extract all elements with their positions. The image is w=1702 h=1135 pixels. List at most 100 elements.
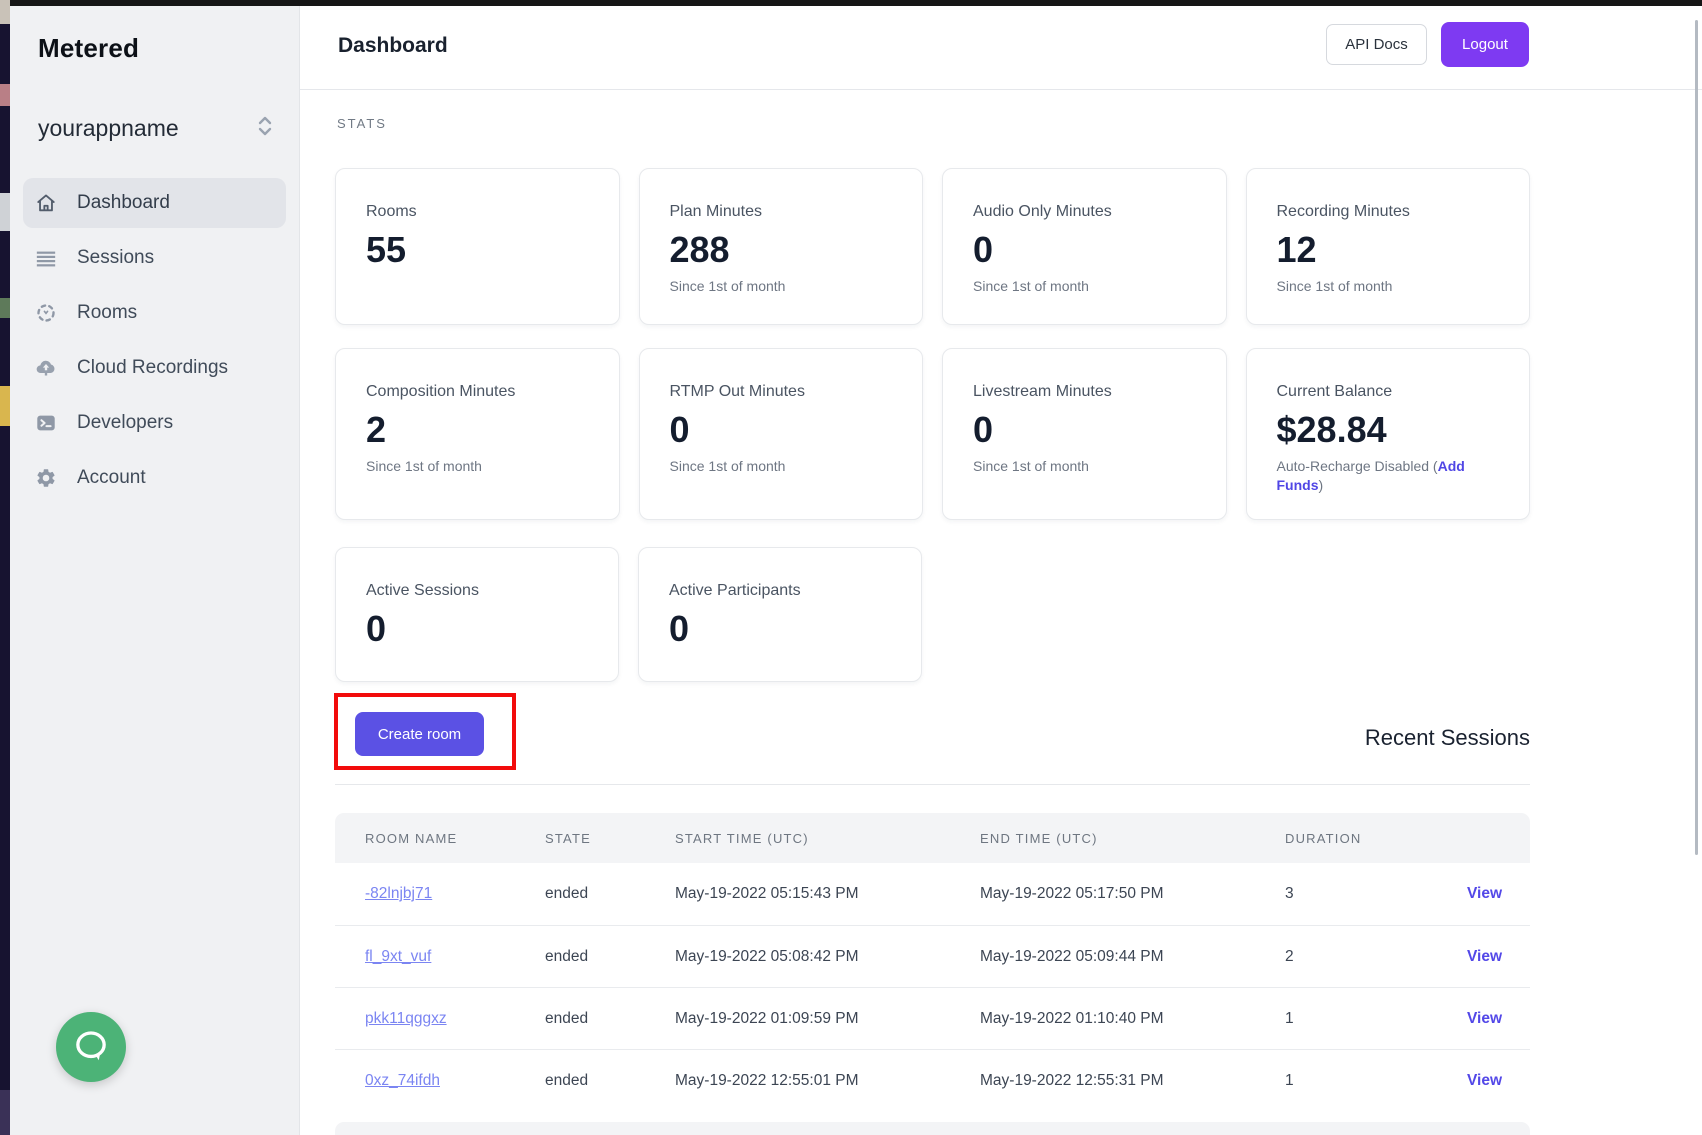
sidebar-item-label: Account bbox=[77, 467, 146, 489]
main-content: Dashboard API Docs Logout STATS Rooms 55… bbox=[300, 6, 1702, 1135]
stat-card-current-balance: Current Balance $28.84 Auto-Recharge Dis… bbox=[1246, 348, 1531, 520]
chat-bubble-icon bbox=[72, 1027, 110, 1068]
sidebar-item-developers[interactable]: Developers bbox=[23, 398, 286, 448]
create-room-button[interactable]: Create room bbox=[355, 712, 484, 756]
stat-label: Rooms bbox=[366, 203, 595, 221]
sidebar-item-label: Dashboard bbox=[77, 192, 170, 214]
session-end-time: May-19-2022 05:09:44 PM bbox=[980, 948, 1285, 966]
stat-value: 0 bbox=[973, 411, 1202, 449]
next-section-header-peek bbox=[335, 1122, 1530, 1135]
window-sliver-fragment bbox=[0, 0, 10, 24]
stat-card-active-participants: Active Participants 0 bbox=[638, 547, 922, 682]
auto-recharge-text-suffix: ) bbox=[1319, 477, 1324, 493]
session-state: ended bbox=[545, 885, 675, 903]
window-sliver-fragment bbox=[0, 84, 10, 106]
api-docs-button[interactable]: API Docs bbox=[1326, 24, 1427, 65]
stat-label: Current Balance bbox=[1277, 383, 1506, 401]
page-title: Dashboard bbox=[338, 34, 448, 58]
stat-card-composition-minutes: Composition Minutes 2 Since 1st of month bbox=[335, 348, 620, 520]
app-selector[interactable]: yourappname bbox=[38, 109, 273, 147]
session-duration: 3 bbox=[1285, 885, 1410, 903]
stat-value: $28.84 bbox=[1277, 411, 1506, 449]
stat-card-active-sessions: Active Sessions 0 bbox=[335, 547, 619, 682]
session-state: ended bbox=[545, 1072, 675, 1090]
view-session-link[interactable]: View bbox=[1467, 1010, 1502, 1027]
logout-button[interactable]: Logout bbox=[1441, 22, 1529, 67]
stats-section-label: STATS bbox=[337, 116, 387, 131]
view-session-link[interactable]: View bbox=[1467, 885, 1502, 902]
stat-subtext: Since 1st of month bbox=[973, 277, 1202, 296]
column-header-duration: DURATION bbox=[1285, 831, 1410, 846]
sidebar-item-label: Rooms bbox=[77, 302, 137, 324]
sidebar-item-label: Sessions bbox=[77, 247, 154, 269]
scrollbar-thumb[interactable] bbox=[1695, 20, 1698, 855]
view-session-link[interactable]: View bbox=[1467, 948, 1502, 965]
view-session-link[interactable]: View bbox=[1467, 1072, 1502, 1089]
session-start-time: May-19-2022 05:08:42 PM bbox=[675, 948, 980, 966]
room-name-link[interactable]: pkk11qggxz bbox=[365, 1010, 447, 1027]
sidebar-item-label: Cloud Recordings bbox=[77, 357, 228, 379]
stat-label: RTMP Out Minutes bbox=[670, 383, 899, 401]
stat-subtext: Auto-Recharge Disabled (Add Funds) bbox=[1277, 457, 1506, 495]
stat-label: Livestream Minutes bbox=[973, 383, 1202, 401]
session-duration: 1 bbox=[1285, 1072, 1410, 1090]
stat-card-livestream-minutes: Livestream Minutes 0 Since 1st of month bbox=[942, 348, 1227, 520]
session-state: ended bbox=[545, 948, 675, 966]
app-logo: Metered bbox=[38, 33, 139, 64]
auto-recharge-text: Auto-Recharge Disabled ( bbox=[1277, 458, 1438, 474]
background-window-sliver bbox=[0, 0, 10, 1135]
room-name-link[interactable]: -82lnjbj71 bbox=[365, 885, 432, 902]
column-header-room-name: ROOM NAME bbox=[335, 831, 545, 846]
stat-card-rooms: Rooms 55 bbox=[335, 168, 620, 325]
session-end-time: May-19-2022 01:10:40 PM bbox=[980, 1010, 1285, 1028]
stat-card-rtmp-out-minutes: RTMP Out Minutes 0 Since 1st of month bbox=[639, 348, 924, 520]
recent-sessions-table: ROOM NAME STATE START TIME (UTC) END TIM… bbox=[335, 813, 1530, 1111]
sidebar-item-cloud-recordings[interactable]: Cloud Recordings bbox=[23, 343, 286, 393]
stats-cards-row-2: Composition Minutes 2 Since 1st of month… bbox=[335, 348, 1530, 520]
session-end-time: May-19-2022 05:17:50 PM bbox=[980, 885, 1285, 903]
window-sliver-fragment bbox=[0, 386, 10, 426]
gear-icon bbox=[35, 467, 57, 489]
session-start-time: May-19-2022 01:09:59 PM bbox=[675, 1010, 980, 1028]
room-name-link[interactable]: 0xz_74ifdh bbox=[365, 1072, 440, 1089]
stat-subtext: Since 1st of month bbox=[366, 457, 595, 476]
chevron-up-down-icon bbox=[257, 114, 273, 143]
stat-subtext: Since 1st of month bbox=[670, 277, 899, 296]
stat-label: Active Sessions bbox=[366, 582, 594, 600]
table-row: -82lnjbj71 ended May-19-2022 05:15:43 PM… bbox=[335, 863, 1530, 925]
session-end-time: May-19-2022 12:55:31 PM bbox=[980, 1072, 1285, 1090]
session-duration: 2 bbox=[1285, 948, 1410, 966]
stat-value: 2 bbox=[366, 411, 595, 449]
stat-value: 12 bbox=[1277, 231, 1506, 269]
sidebar-item-account[interactable]: Account bbox=[23, 453, 286, 503]
room-name-link[interactable]: fl_9xt_vuf bbox=[365, 948, 431, 965]
list-icon bbox=[35, 247, 57, 269]
window-sliver-fragment bbox=[0, 193, 10, 231]
dashed-circle-icon bbox=[35, 302, 57, 324]
stats-cards-row-1: Rooms 55 Plan Minutes 288 Since 1st of m… bbox=[335, 168, 1530, 325]
home-icon bbox=[35, 192, 57, 214]
table-row: fl_9xt_vuf ended May-19-2022 05:08:42 PM… bbox=[335, 925, 1530, 987]
window-sliver-fragment bbox=[0, 298, 10, 318]
stat-value: 288 bbox=[670, 231, 899, 269]
stat-card-recording-minutes: Recording Minutes 12 Since 1st of month bbox=[1246, 168, 1531, 325]
sidebar-item-rooms[interactable]: Rooms bbox=[23, 288, 286, 338]
chat-launcher-button[interactable] bbox=[56, 1012, 126, 1082]
column-header-state: STATE bbox=[545, 831, 675, 846]
table-row: 0xz_74ifdh ended May-19-2022 12:55:01 PM… bbox=[335, 1049, 1530, 1111]
session-duration: 1 bbox=[1285, 1010, 1410, 1028]
stat-value: 55 bbox=[366, 231, 595, 269]
screen: Metered yourappname Dashboard bbox=[0, 0, 1702, 1135]
sidebar-item-label: Developers bbox=[77, 412, 173, 434]
stat-subtext: Since 1st of month bbox=[973, 457, 1202, 476]
session-start-time: May-19-2022 05:15:43 PM bbox=[675, 885, 980, 903]
stat-label: Recording Minutes bbox=[1277, 203, 1506, 221]
sidebar: Metered yourappname Dashboard bbox=[10, 6, 300, 1135]
table-row: pkk11qggxz ended May-19-2022 01:09:59 PM… bbox=[335, 987, 1530, 1049]
table-header-row: ROOM NAME STATE START TIME (UTC) END TIM… bbox=[335, 813, 1530, 863]
sidebar-item-dashboard[interactable]: Dashboard bbox=[23, 178, 286, 228]
column-header-start-time: START TIME (UTC) bbox=[675, 831, 980, 846]
stat-label: Audio Only Minutes bbox=[973, 203, 1202, 221]
sidebar-item-sessions[interactable]: Sessions bbox=[23, 233, 286, 283]
cloud-upload-icon bbox=[35, 357, 57, 379]
